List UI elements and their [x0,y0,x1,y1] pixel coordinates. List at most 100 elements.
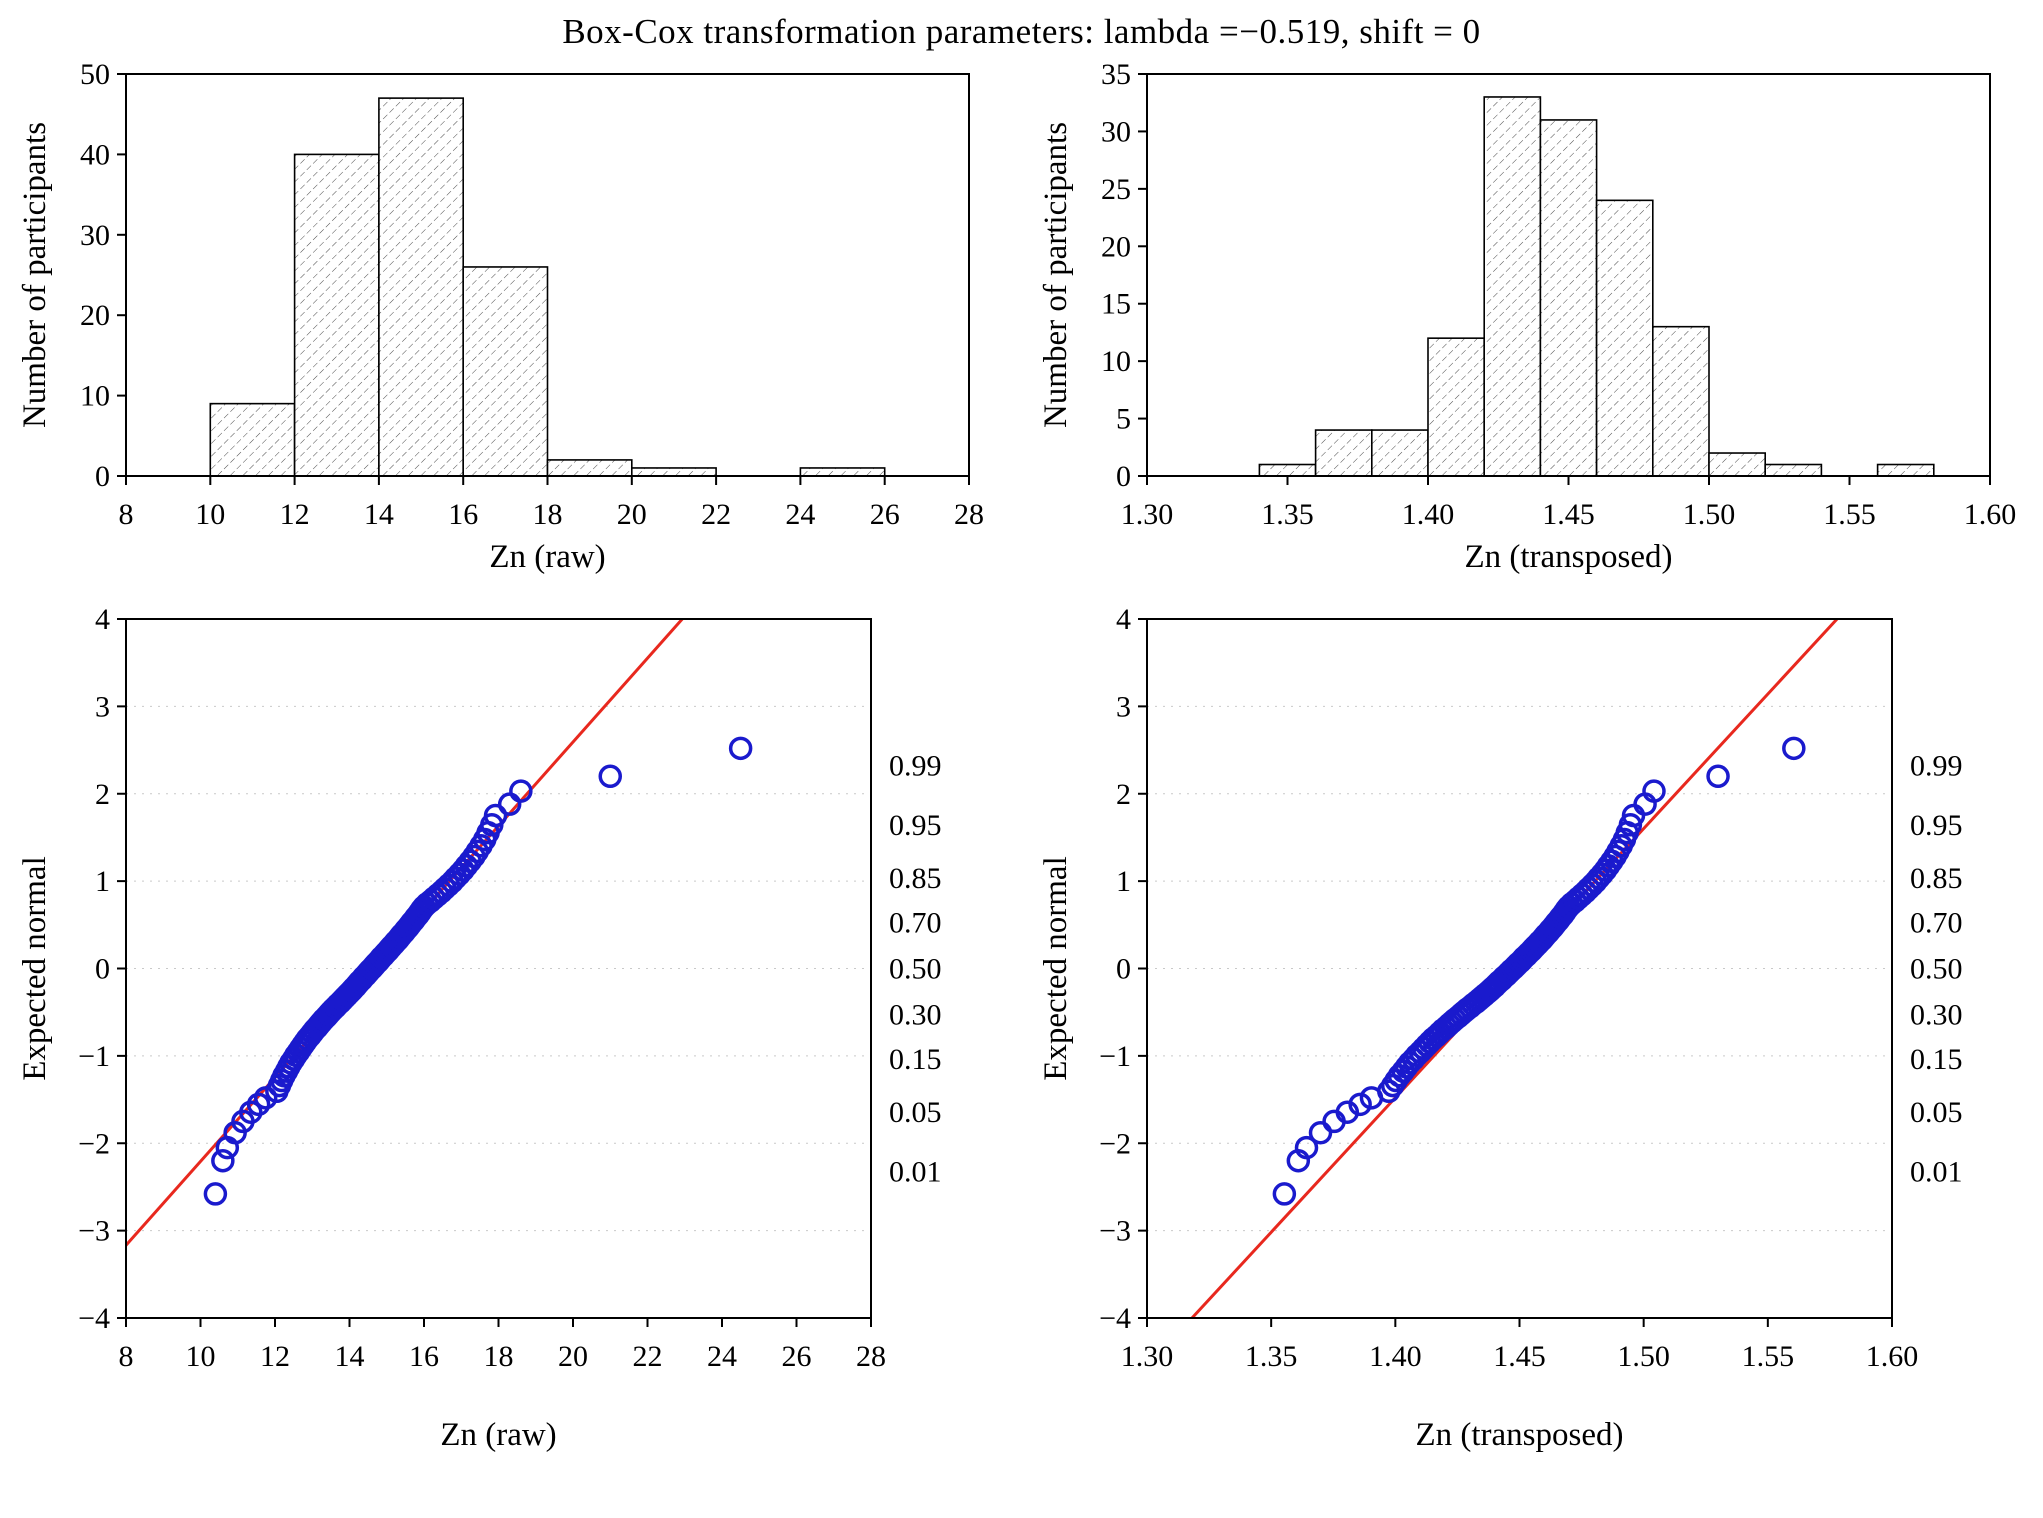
qq-points [203,736,753,1206]
histogram-bars [1258,96,1935,477]
data-point [1782,736,1806,761]
qq-plot-zn-transposed-svg: 1.30 1.35 1.40 1.45 1.50 1.55 1.60 4 3 2 1 0 −1 −2 −3 −… [1038,603,1963,1453]
histogram-bar [1371,429,1430,477]
histogram-zn-raw: 8 10 12 14 16 18 20 22 24 26 28 0 10 20 30 40 50 Zn (raw)… [11,58,1011,603]
y-tick-label: 5 [1116,403,1131,436]
figure-title: Box-Cox transformation parameters: lambd… [562,12,1481,51]
histogram-bar [1483,96,1542,477]
probability-label: 0.70 [889,907,942,940]
histogram-bar [1708,452,1767,477]
x-axis-label: Zn (raw) [440,1417,556,1453]
x-tick-label: 14 [334,1340,364,1373]
x-tick-label: 18 [483,1340,513,1373]
x-axis-label: Zn (transposed) [1416,1417,1624,1453]
qq-points [1272,736,1806,1206]
x-tick-label: 16 [409,1340,439,1373]
x-tick-label: 1.60 [1866,1340,1919,1373]
probability-label: 0.70 [1910,907,1963,940]
x-tick-label: 20 [558,1340,588,1373]
x-tick-label: 22 [632,1340,662,1373]
histogram-bar [799,467,886,477]
y-tick-label: 10 [80,380,110,413]
y-tick-label: 10 [1101,345,1131,378]
x-tick-label: 1.40 [1369,1340,1422,1373]
x-tick-label: 10 [195,498,225,531]
x-tick-label: 26 [869,498,899,531]
qq-plot-zn-transposed: 1.30 1.35 1.40 1.45 1.50 1.55 1.60 4 3 2 1 0 −1 −2 −3 −… [1032,603,2032,1483]
data-point [246,1092,271,1117]
y-tick-label: 20 [1101,230,1131,263]
data-point [483,803,508,828]
data-point [238,1100,263,1124]
histogram-bar [1427,337,1486,477]
y-axis-label: Number of participants [17,122,53,428]
figure: Box-Cox transformation parameters: lambd… [0,12,2043,1483]
x-tick-label: 1.60 [1964,498,2017,531]
x-tick-label: 28 [954,498,984,531]
y-tick-label: −1 [1099,1040,1131,1073]
data-point [1309,1121,1333,1145]
histogram-zn-transposed-svg: 1.30 1.35 1.40 1.45 1.50 1.55 1.60 0 5 10 15 20 25 30… [1038,58,2017,575]
y-tick-label: −1 [78,1040,110,1073]
x-tick-label: 1.45 [1543,498,1596,531]
charts-grid: 8 10 12 14 16 18 20 22 24 26 28 0 10 20 30 40 50 Zn (raw)… [0,58,2043,1483]
x-tick-label: 10 [185,1340,215,1373]
histogram-bar [1258,463,1317,477]
histogram-bar [293,153,380,477]
y-axis-label: Expected normal [1038,856,1074,1081]
histogram-zn-transposed: 1.30 1.35 1.40 1.45 1.50 1.55 1.60 0 5 10 15 20 25 30… [1032,58,2032,603]
histogram-bars [209,97,886,477]
y-tick-label: 2 [95,778,110,811]
y-tick-label: −3 [78,1215,110,1248]
x-tick-label: 24 [707,1340,737,1373]
y-tick-label: 30 [80,219,110,252]
x-tick-label: 24 [785,498,815,531]
y-tick-label: 3 [1116,690,1131,723]
x-tick-label: 8 [118,498,133,531]
probability-label: 0.99 [889,749,942,782]
y-axis-label: Number of participants [1038,122,1074,428]
histogram-bar [1315,429,1373,477]
y-tick-label: 30 [1101,115,1131,148]
histogram-bar [209,402,296,477]
data-point [508,779,533,803]
x-tick-label: 20 [617,498,647,531]
y-tick-label: −3 [1099,1215,1131,1248]
histogram-bar [1539,119,1598,477]
probability-label: 0.15 [889,1043,942,1076]
x-tick-label: 12 [279,498,309,531]
histogram-bar [462,266,549,477]
y-tick-label: 0 [1116,953,1131,986]
probability-label: 0.50 [889,953,942,986]
x-tick-label: 1.30 [1121,498,1174,531]
y-tick-label: −2 [1099,1127,1131,1160]
histogram-bar [377,97,464,477]
x-tick-label: 1.45 [1494,1340,1547,1373]
y-axis-label: Expected normal [17,856,53,1081]
x-tick-label: 1.55 [1824,498,1877,531]
histogram-bar [1877,463,1935,477]
x-tick-label: 1.35 [1262,498,1315,531]
data-point [1272,1182,1297,1206]
y-tick-label: −4 [78,1302,110,1335]
histogram-bar [1652,325,1711,477]
y-tick-label: 25 [1101,173,1131,206]
x-tick-label: 1.35 [1245,1340,1298,1373]
data-point [1348,1092,1373,1117]
y-tick-label: 20 [80,299,110,332]
x-tick-label: 1.30 [1121,1340,1174,1373]
histogram-zn-raw-svg: 8 10 12 14 16 18 20 22 24 26 28 0 10 20 30 40 50 Zn (raw)… [17,58,984,575]
x-tick-label: 16 [448,498,478,531]
y-tick-label: 40 [80,138,110,171]
probability-label: 0.05 [1910,1096,1963,1129]
x-tick-label: 12 [260,1340,290,1373]
x-axis-label: Zn (transposed) [1465,539,1673,575]
probability-label: 0.15 [1910,1043,1963,1076]
x-tick-label: 26 [781,1340,811,1373]
y-tick-label: 15 [1101,288,1131,321]
data-point [210,1148,235,1173]
y-tick-label: 50 [80,58,110,91]
y-tick-label: 0 [95,953,110,986]
probability-label: 0.85 [889,862,942,895]
